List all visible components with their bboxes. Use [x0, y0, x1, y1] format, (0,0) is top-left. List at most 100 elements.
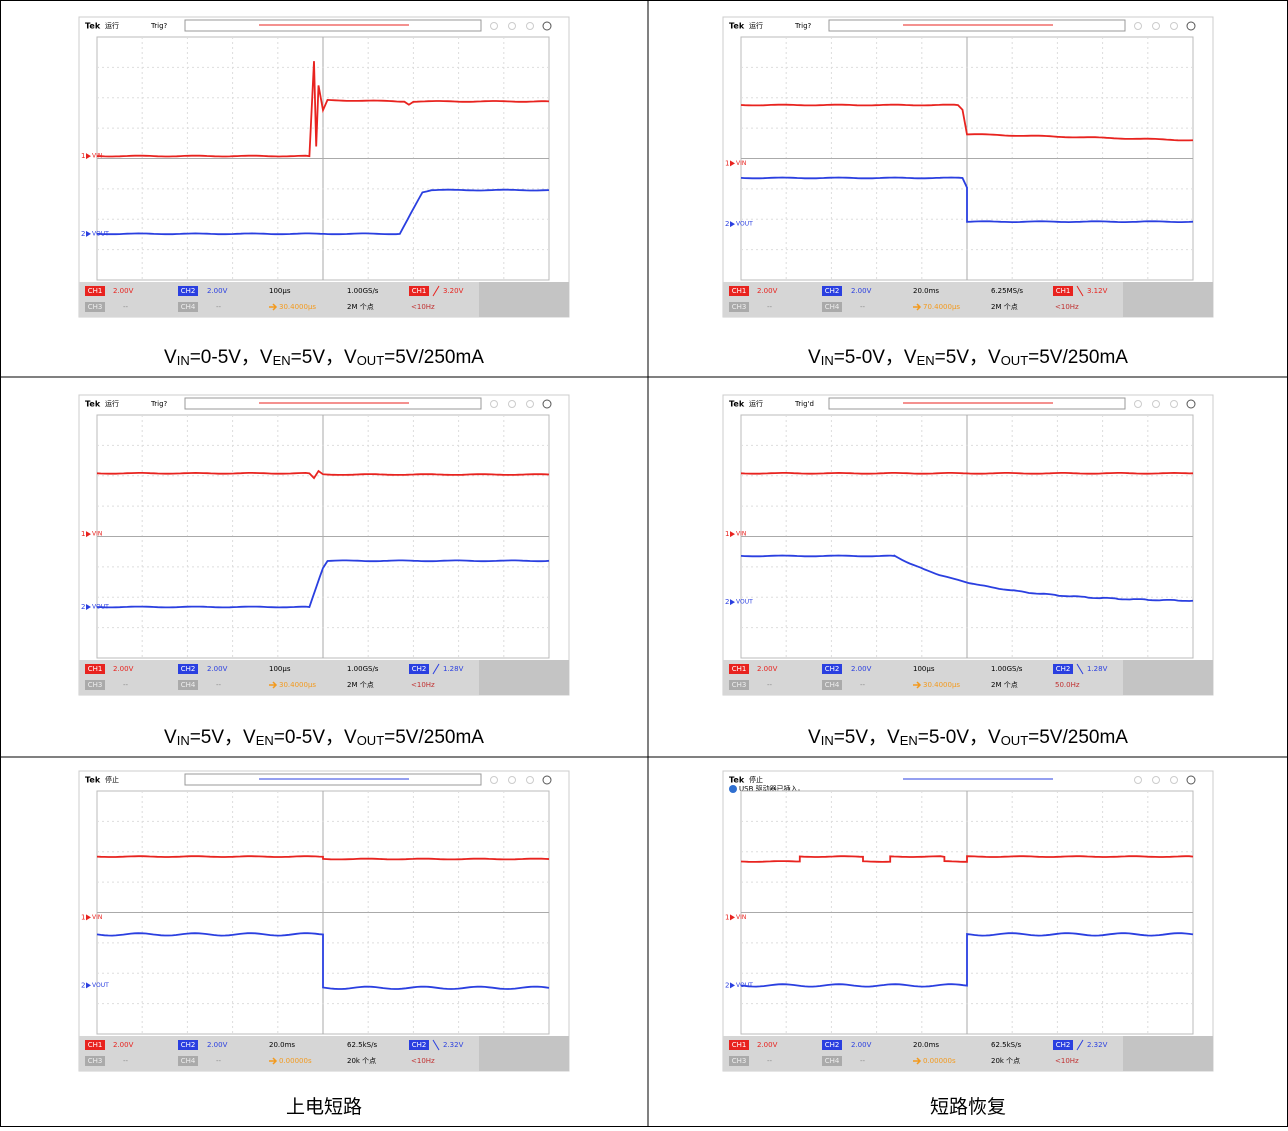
- trigger-position: 30.4000µs: [279, 681, 316, 689]
- ch1-scale: 2.00V: [113, 287, 134, 295]
- caption-text: V: [164, 347, 177, 368]
- channel-badge-text: CH1: [732, 665, 747, 673]
- trigger-level: 3.12V: [1087, 287, 1108, 295]
- record-length: 2M 个点: [991, 681, 1018, 689]
- channel-badge-text: CH1: [88, 665, 103, 673]
- caption-text: V: [164, 727, 177, 748]
- channel-badge-text: CH2: [181, 665, 196, 673]
- trigger-status: Trig?: [150, 22, 168, 30]
- caption-text: =5-0V，V: [834, 347, 917, 368]
- trigger-position: 30.4000µs: [279, 303, 316, 311]
- channel-marker: 2: [81, 981, 85, 989]
- ch3-off: --: [123, 303, 129, 311]
- ch1-waveform: [741, 473, 1193, 474]
- trigger-status: Trig'd: [794, 400, 814, 408]
- caption-subscript: IN: [177, 733, 190, 748]
- channel-badge-text: CH3: [88, 1057, 103, 1065]
- caption-text: =0-5V，V: [190, 347, 273, 368]
- ch1-scale: 2.00V: [113, 1041, 134, 1049]
- trigger-position: 0.00000s: [279, 1057, 312, 1065]
- channel-badge-text: CH4: [181, 1057, 196, 1065]
- timebase: 20.0ms: [269, 1041, 295, 1049]
- ch1-scale: 2.00V: [757, 665, 778, 673]
- ch3-off: --: [767, 681, 773, 689]
- timebase: 100µs: [913, 665, 935, 673]
- channel-marker: 1: [725, 530, 729, 538]
- caption-text: =5V，V: [291, 347, 357, 368]
- channel-badge-text: CH3: [88, 303, 103, 311]
- channel-badge-text: CH2: [181, 1041, 196, 1049]
- channel-marker: 2: [725, 598, 729, 606]
- brand: Tek: [729, 22, 745, 31]
- ch1-scale: 2.00V: [113, 665, 134, 673]
- channel-label: VIN: [92, 531, 102, 538]
- trigger-status: Trig?: [794, 22, 812, 30]
- ch1-scale: 2.00V: [757, 1041, 778, 1049]
- status-spacer: [479, 660, 569, 695]
- caption-subscript: OUT: [1001, 353, 1029, 368]
- record-length: 2M 个点: [347, 303, 374, 311]
- channel-badge-text: CH4: [825, 681, 840, 689]
- ch3-off: --: [123, 1057, 129, 1065]
- ch2-scale: 2.00V: [207, 287, 228, 295]
- sample-rate: 62.5kS/s: [347, 1041, 377, 1049]
- info-icon: [729, 785, 737, 793]
- caption: VIN=0-5V，VEN=5V，VOUT=5V/250mA: [164, 347, 484, 368]
- channel-marker: 1: [725, 159, 729, 167]
- channel-label: VOUT: [92, 982, 109, 989]
- caption-text: 短路恢复: [930, 1096, 1006, 1118]
- caption-text: =0-5V，V: [274, 727, 357, 748]
- ch3-off: --: [123, 681, 129, 689]
- caption-subscript: EN: [917, 353, 935, 368]
- trigger-frequency: <10Hz: [1055, 303, 1079, 311]
- channel-label: VIN: [92, 914, 102, 921]
- channel-label: VOUT: [92, 230, 109, 237]
- trigger-position: 70.4000µs: [923, 303, 960, 311]
- caption: VIN=5V，VEN=5-0V，VOUT=5V/250mA: [808, 727, 1128, 748]
- channel-badge-text: CH2: [825, 287, 840, 295]
- trigger-status: Trig?: [150, 400, 168, 408]
- channel-badge-text: CH4: [181, 681, 196, 689]
- ch4-off: --: [860, 1057, 866, 1065]
- ch4-off: --: [216, 1057, 222, 1065]
- caption-subscript: EN: [256, 733, 274, 748]
- oscilloscope-screenshot: Tek运行Trig?1VIN2VOUTCH12.00VCH22.00V20.0m…: [723, 17, 1213, 317]
- caption: VIN=5-0V，VEN=5V，VOUT=5V/250mA: [808, 347, 1128, 368]
- oscilloscope-screenshot: Tek停止1VIN2VOUTCH12.00VCH22.00V20.0ms62.5…: [79, 771, 569, 1071]
- brand: Tek: [729, 776, 745, 785]
- sample-rate: 1.00GS/s: [991, 665, 1023, 673]
- channel-badge-text: CH1: [1056, 287, 1071, 295]
- oscilloscope-screenshot: Tek运行Trig?1VIN2VOUTCH12.00VCH22.00V100µs…: [79, 17, 569, 317]
- caption: 短路恢复: [930, 1096, 1006, 1118]
- ch2-scale: 2.00V: [207, 1041, 228, 1049]
- ch2-scale: 2.00V: [851, 665, 872, 673]
- oscilloscope-screenshot: Tek运行Trig'd1VIN2VOUTCH12.00VCH22.00V100µ…: [723, 395, 1213, 695]
- caption-subscript: EN: [900, 733, 918, 748]
- sample-rate: 62.5kS/s: [991, 1041, 1021, 1049]
- channel-marker: 2: [81, 603, 85, 611]
- sample-rate: 1.00GS/s: [347, 287, 379, 295]
- trigger-level: 3.20V: [443, 287, 464, 295]
- channel-marker: 2: [81, 230, 85, 238]
- caption-text: =5V，V: [190, 727, 256, 748]
- caption-text: =5V，V: [935, 347, 1001, 368]
- channel-badge-text: CH2: [412, 1041, 427, 1049]
- plot-area: [741, 415, 1193, 658]
- trigger-level: 1.28V: [443, 665, 464, 673]
- run-status: 运行: [749, 21, 763, 30]
- plot-area: [97, 791, 549, 1034]
- caption-text: =5V/250mA: [1028, 727, 1128, 748]
- sample-rate: 1.00GS/s: [347, 665, 379, 673]
- channel-marker: 1: [81, 913, 85, 921]
- channel-marker: 1: [81, 530, 85, 538]
- channel-badge-text: CH4: [825, 1057, 840, 1065]
- channel-label: VIN: [92, 153, 102, 160]
- plot-area: [741, 791, 1193, 1034]
- channel-label: VOUT: [736, 221, 753, 228]
- run-status: 运行: [749, 399, 763, 408]
- caption: VIN=5V，VEN=0-5V，VOUT=5V/250mA: [164, 727, 484, 748]
- channel-label: VOUT: [736, 599, 753, 606]
- channel-badge-text: CH3: [732, 303, 747, 311]
- channel-badge-text: CH1: [412, 287, 427, 295]
- plot-area: [97, 415, 549, 658]
